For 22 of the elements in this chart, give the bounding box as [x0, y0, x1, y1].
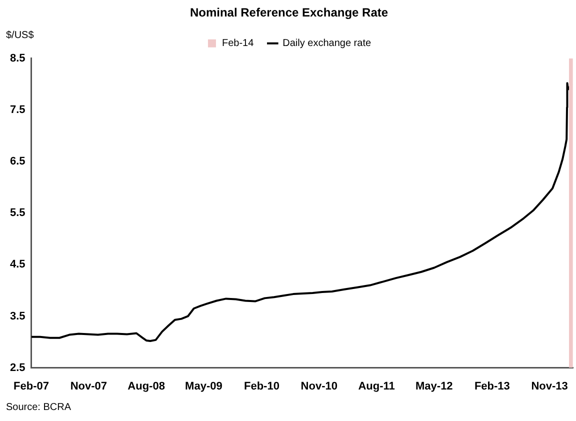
legend-label: Daily exchange rate: [282, 38, 372, 50]
y-tick-label: 6.5: [10, 156, 26, 168]
chart-title: Nominal Reference Exchange Rate: [190, 6, 388, 20]
x-tick-label: May-12: [415, 380, 453, 392]
y-tick-label: 4.5: [10, 258, 26, 271]
y-tick-label: 2.5: [10, 362, 26, 374]
y-axis-title: $/US$: [6, 30, 34, 41]
x-tick-label: Feb-07: [14, 380, 50, 392]
y-tick-label: 7.5: [10, 104, 26, 116]
x-tick-label: Nov-07: [70, 380, 108, 392]
source-note: Source: BCRA: [6, 402, 72, 413]
x-tick-label: Feb-13: [474, 380, 510, 392]
legend-label: Feb-14: [222, 38, 254, 50]
x-tick-label: Aug-11: [358, 380, 395, 392]
x-tick-label: May-09: [185, 380, 222, 392]
x-tick-label: Aug-08: [128, 380, 165, 392]
x-tick-label: Feb-10: [244, 380, 280, 392]
y-tick-label: 3.5: [10, 310, 26, 322]
x-tick-label: Nov-10: [300, 380, 338, 392]
y-tick-label: 8.5: [10, 52, 26, 64]
y-tick-label: 5.5: [10, 207, 26, 220]
x-tick-label: Nov-13: [531, 380, 568, 392]
